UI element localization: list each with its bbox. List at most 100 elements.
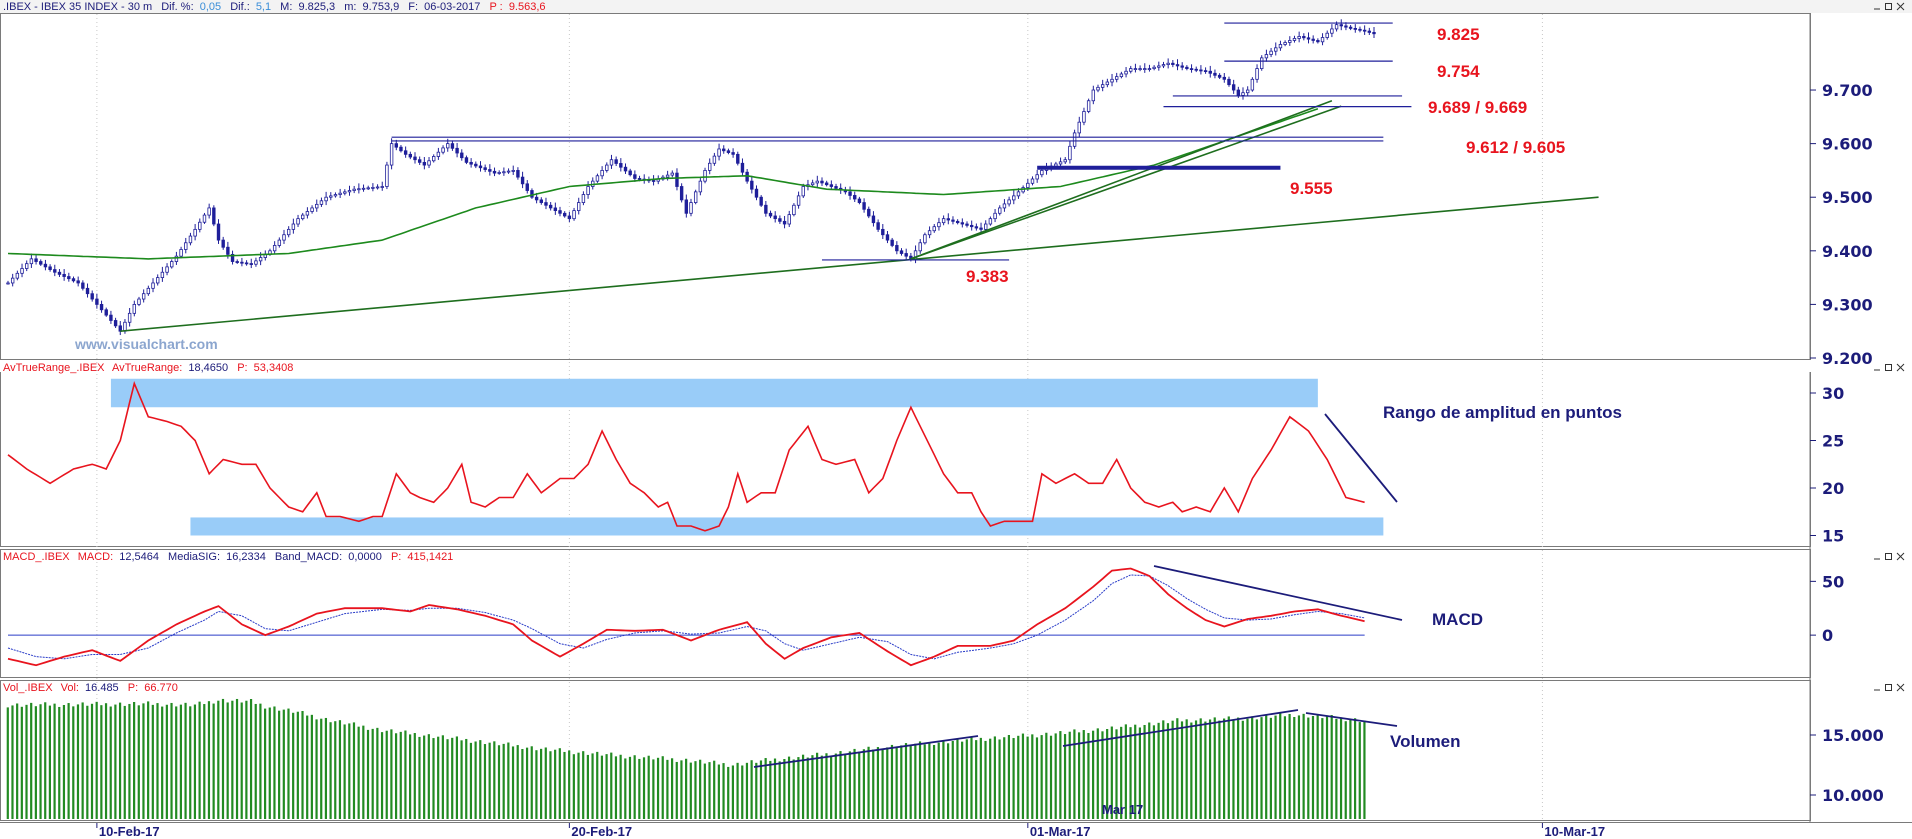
volume-bar bbox=[137, 705, 140, 819]
candle-body bbox=[62, 273, 66, 277]
candle-body bbox=[1040, 170, 1044, 176]
price-header-date: 06-03-2017 bbox=[424, 1, 480, 13]
maximize-icon[interactable] bbox=[1885, 364, 1892, 371]
candle-body bbox=[34, 258, 38, 262]
volume-bar bbox=[554, 749, 557, 819]
candle-body bbox=[736, 153, 740, 164]
volume-bar bbox=[867, 746, 870, 819]
volume-bar bbox=[675, 761, 678, 819]
volume-bar bbox=[418, 736, 421, 819]
macd-line bbox=[7, 567, 1365, 667]
volume-bar bbox=[722, 763, 725, 819]
volume-bar bbox=[1358, 722, 1361, 819]
volume-bar bbox=[310, 714, 313, 819]
candle-body bbox=[871, 215, 876, 224]
price-header-min-label: m: bbox=[344, 1, 356, 13]
volume-bar bbox=[282, 709, 285, 819]
volume-bar bbox=[488, 742, 491, 819]
volume-trend-annotation-2 bbox=[1062, 709, 1299, 747]
volume-bar bbox=[404, 730, 407, 819]
close-icon[interactable] bbox=[1896, 2, 1905, 11]
candle-body bbox=[637, 178, 642, 180]
candle-body bbox=[6, 282, 10, 285]
volume-bar bbox=[376, 727, 379, 819]
volume-bar bbox=[348, 723, 351, 819]
volume-header-p-label: P: bbox=[128, 682, 138, 694]
candle-body bbox=[272, 245, 277, 252]
candle-body bbox=[441, 147, 445, 153]
candle-body bbox=[539, 199, 544, 203]
volume-bar bbox=[984, 740, 987, 819]
candle-body bbox=[988, 218, 993, 225]
volume-bar bbox=[642, 757, 646, 819]
price-header-max: 9.825,3 bbox=[298, 1, 335, 13]
level-label: 9.754 bbox=[1437, 62, 1480, 81]
price-window-controls[interactable] bbox=[1874, 2, 1905, 11]
volume-bar bbox=[142, 703, 145, 819]
x-date-label: 10-Feb-17 bbox=[99, 824, 160, 839]
atr-window-controls[interactable] bbox=[1874, 363, 1905, 372]
volume-bar bbox=[741, 765, 744, 819]
candle-body bbox=[969, 224, 974, 228]
maximize-icon[interactable] bbox=[1885, 3, 1892, 10]
volume-bar bbox=[352, 722, 356, 819]
candle-body bbox=[932, 226, 936, 232]
macd-header-name: MACD_.IBEX bbox=[3, 551, 70, 563]
close-icon[interactable] bbox=[1896, 683, 1905, 692]
volume-bar bbox=[212, 703, 215, 819]
candle-body bbox=[460, 152, 464, 159]
price-header-difpct: 0,05 bbox=[200, 1, 221, 13]
volume-bar bbox=[380, 732, 384, 819]
candle-body bbox=[764, 204, 768, 214]
maximize-icon[interactable] bbox=[1885, 684, 1892, 691]
volume-bar bbox=[357, 726, 360, 819]
volume-bar bbox=[1045, 732, 1048, 819]
maximize-icon[interactable] bbox=[1885, 553, 1892, 560]
macd-header-p: 415,1421 bbox=[407, 551, 453, 563]
volume-bar bbox=[1180, 721, 1184, 819]
volume-bar bbox=[1031, 734, 1034, 819]
macd-window-controls[interactable] bbox=[1874, 552, 1905, 561]
volume-bar bbox=[1171, 720, 1174, 819]
candle-body bbox=[202, 214, 207, 223]
volume-header-vol-label: Vol: bbox=[61, 682, 79, 694]
close-icon[interactable] bbox=[1896, 552, 1905, 561]
volume-bar bbox=[1129, 727, 1132, 819]
candle-body bbox=[1012, 195, 1016, 201]
candle-body bbox=[876, 222, 880, 230]
close-icon[interactable] bbox=[1896, 363, 1905, 372]
candle-body bbox=[478, 165, 483, 169]
candle-body bbox=[455, 147, 459, 154]
volume-bar bbox=[184, 702, 187, 819]
atr-note: Rango de amplitud en puntos bbox=[1383, 403, 1622, 422]
candle-body bbox=[586, 186, 590, 195]
volume-bar bbox=[1283, 716, 1287, 819]
candle-body bbox=[768, 212, 773, 217]
candle-body bbox=[712, 155, 717, 164]
candle-body bbox=[1260, 57, 1264, 69]
volume-bar bbox=[114, 704, 117, 819]
candle-body bbox=[230, 253, 235, 262]
volume-bar bbox=[34, 706, 37, 819]
volume-bar bbox=[1068, 731, 1071, 819]
candle-body bbox=[740, 162, 745, 173]
candle-body bbox=[778, 218, 782, 222]
candle-body bbox=[1311, 38, 1315, 41]
atr-header-bar bbox=[0, 360, 1912, 372]
volume-bar bbox=[1297, 715, 1301, 819]
volume-window-controls[interactable] bbox=[1874, 683, 1905, 692]
volume-bar bbox=[1325, 716, 1329, 819]
level-label: 9.825 bbox=[1437, 25, 1480, 44]
volume-bar bbox=[1349, 719, 1352, 819]
volume-bar bbox=[451, 737, 454, 819]
volume-bar bbox=[483, 744, 487, 819]
volume-bar bbox=[231, 700, 234, 819]
candle-body bbox=[600, 170, 604, 177]
volume-bar bbox=[268, 707, 271, 819]
volume-bar bbox=[759, 760, 763, 819]
volume-trend-annotation-3 bbox=[1305, 712, 1398, 727]
candle-body bbox=[651, 180, 656, 182]
candle-body bbox=[726, 150, 731, 153]
candle-body bbox=[226, 246, 230, 255]
candle-body bbox=[506, 170, 511, 173]
